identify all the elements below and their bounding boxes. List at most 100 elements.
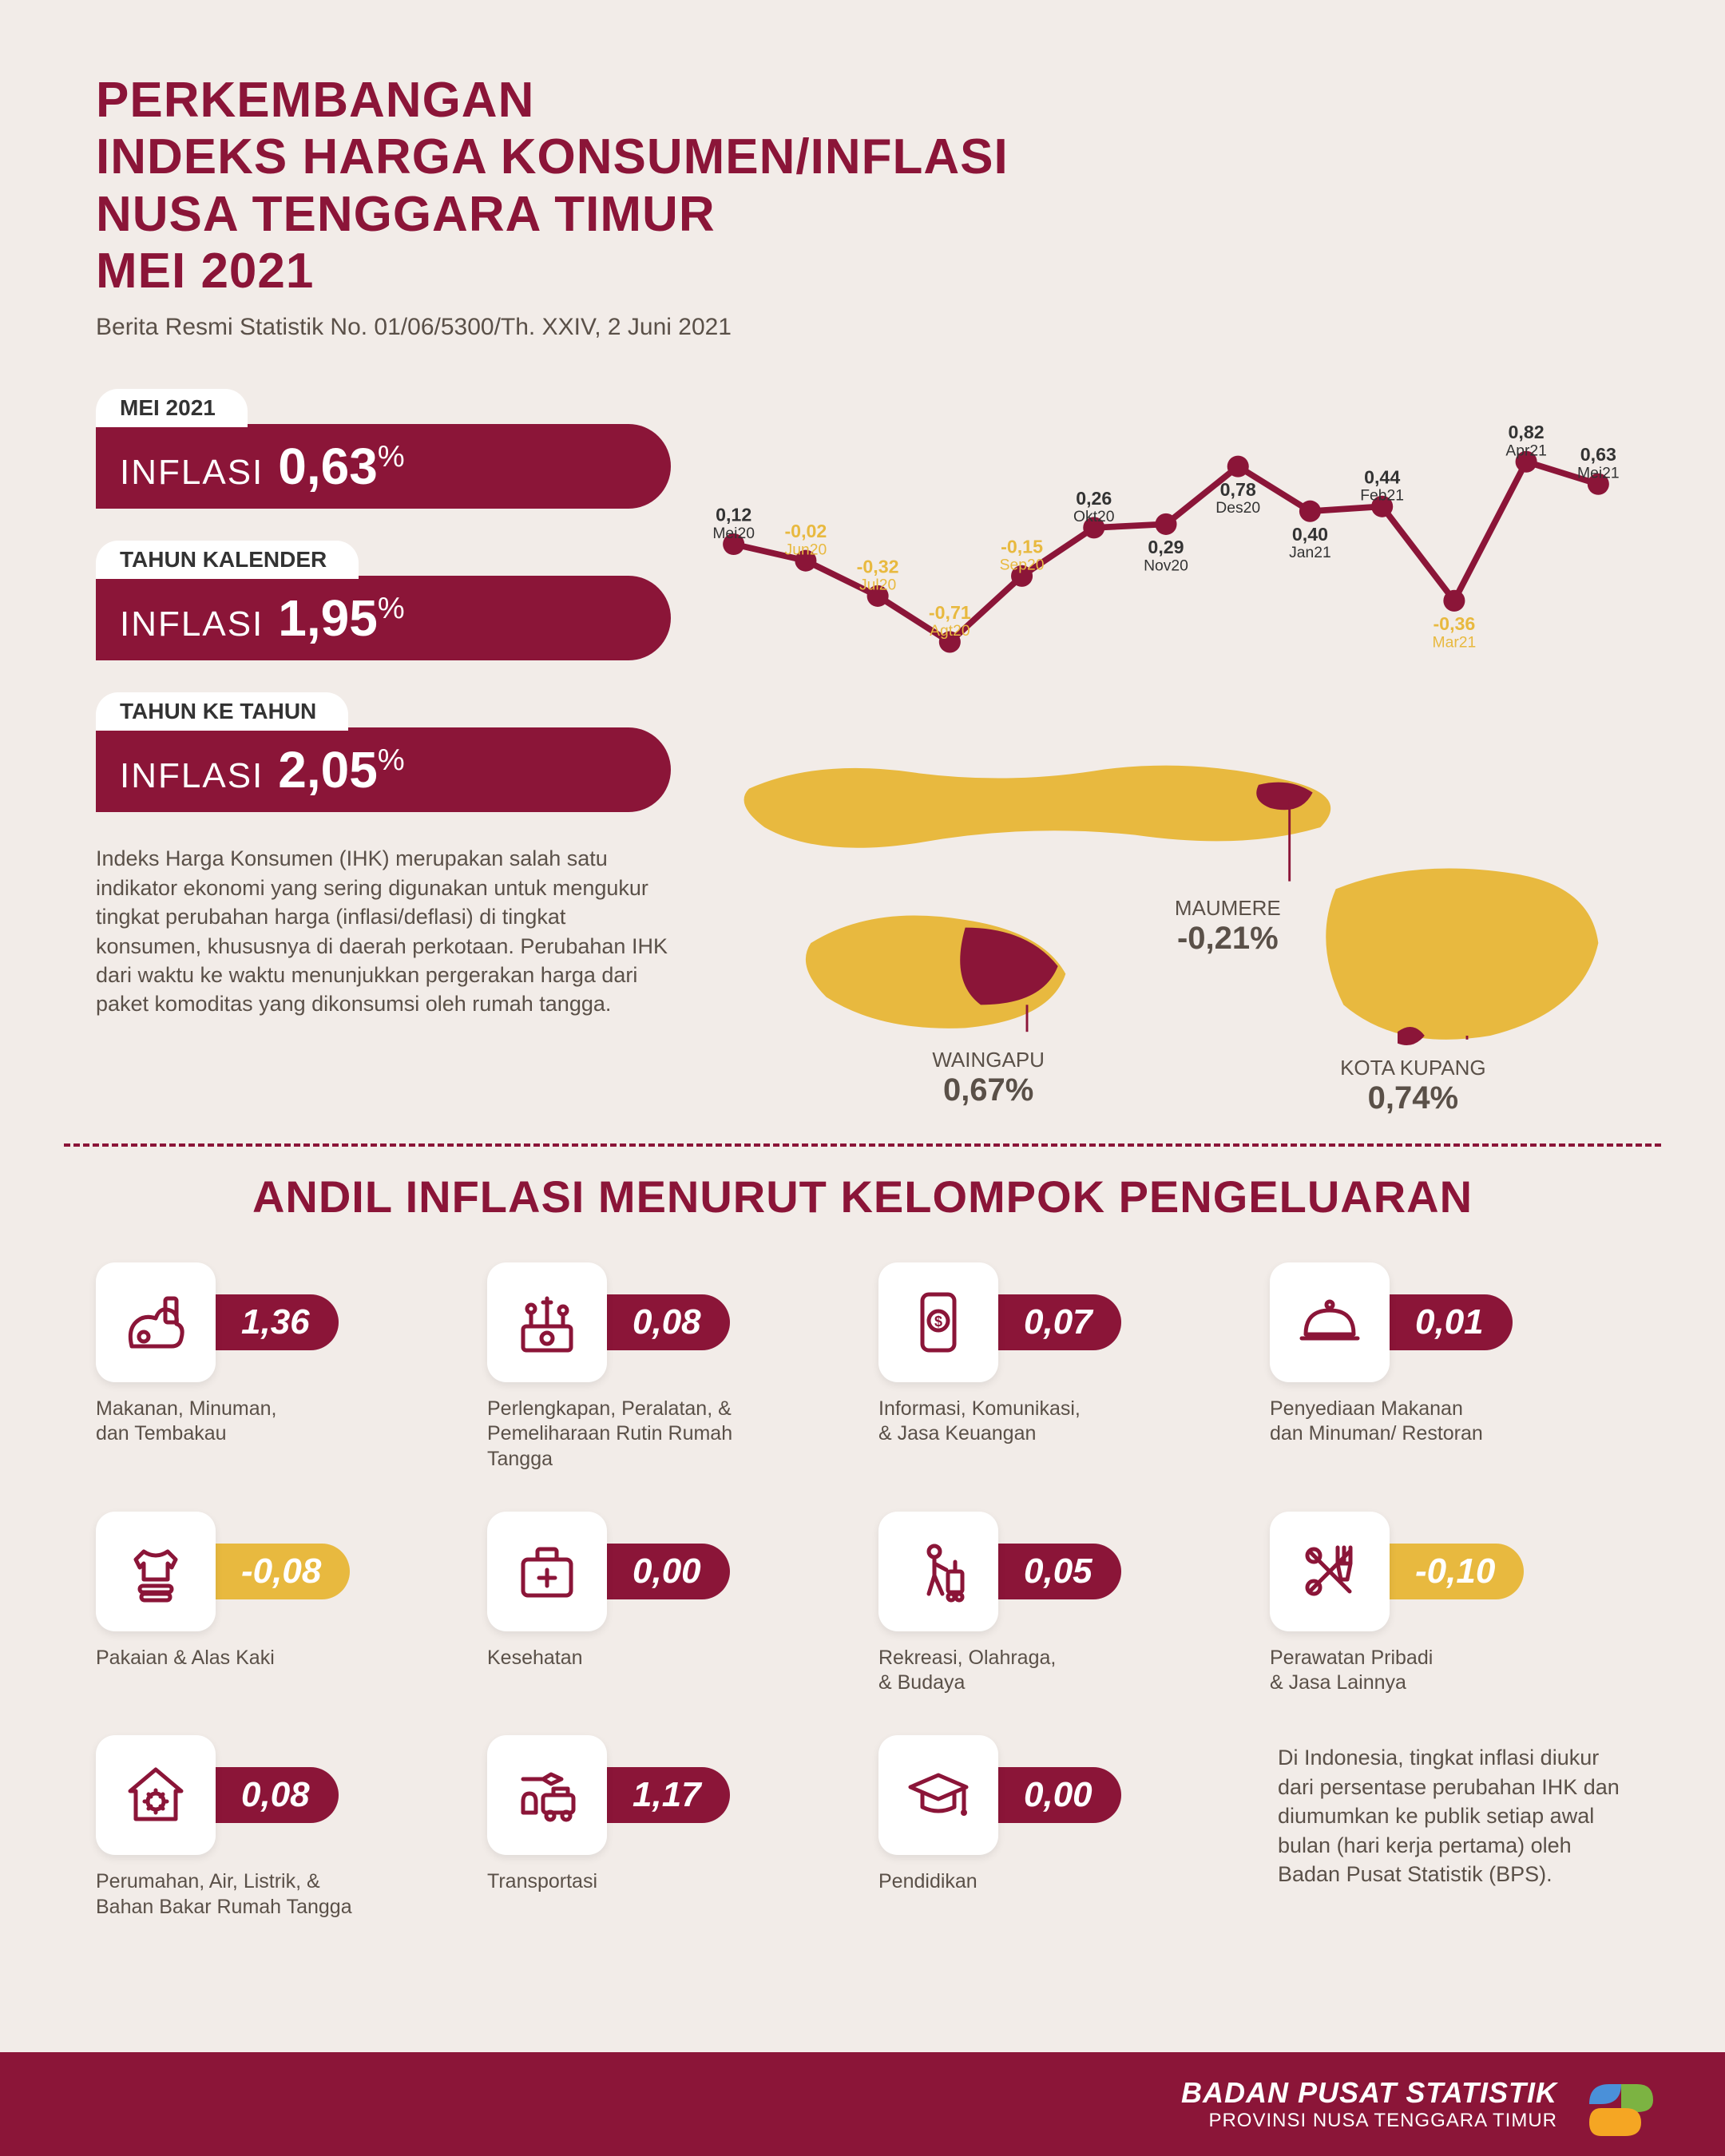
category-icon: [96, 1262, 216, 1382]
category-value-badge: -0,08: [206, 1544, 350, 1599]
title-line: NUSA TENGGARA TIMUR: [96, 187, 716, 242]
category-item: 1,17 Transportasi: [487, 1735, 847, 1920]
chart-value-label: 0,40: [1292, 524, 1328, 545]
title-line: INDEKS HARGA KONSUMEN/INFLASI: [96, 129, 1009, 184]
category-value-badge: 0,05: [989, 1544, 1121, 1599]
stat-word: INFLASI: [120, 453, 264, 493]
category-item: 0,00 Pendidikan: [878, 1735, 1238, 1920]
stat-pill: TAHUN KALENDER INFLASI 1,95%: [96, 541, 671, 660]
category-top: -0,10: [1270, 1512, 1629, 1631]
category-item: 0,00 Kesehatan: [487, 1512, 847, 1696]
category-item: -0,08 Pakaian & Alas Kaki: [96, 1512, 455, 1696]
category-icon: [487, 1262, 607, 1382]
section-title: ANDIL INFLASI MENURUT KELOMPOK PENGELUAR…: [0, 1171, 1725, 1223]
footer-bar: BADAN PUSAT STATISTIK PROVINSI NUSA TENG…: [0, 2052, 1725, 2156]
category-value-badge: 0,01: [1380, 1294, 1513, 1350]
chart-value-label: -0,02: [784, 521, 827, 541]
category-item: 0,01 Penyediaan Makanandan Minuman/ Rest…: [1270, 1262, 1629, 1472]
city-name: MAUMERE: [1175, 896, 1281, 921]
category-label: Perumahan, Air, Listrik, &Bahan Bakar Ru…: [96, 1869, 367, 1920]
category-value-badge: 0,00: [597, 1544, 730, 1599]
stats-column: MEI 2021 INFLASI 0,63% TAHUN KALENDER IN…: [96, 389, 671, 1120]
footer-province: PROVINSI NUSA TENGGARA TIMUR: [1181, 2110, 1557, 2132]
category-value-badge: 1,36: [206, 1294, 339, 1350]
category-item: -0,10 Perawatan Pribadi& Jasa Lainnya: [1270, 1512, 1629, 1696]
stat-label: TAHUN KALENDER: [96, 541, 359, 579]
city-name: KOTA KUPANG: [1340, 1056, 1486, 1080]
category-top: 1,36: [96, 1262, 455, 1382]
chart-month-label: Mei21: [1577, 466, 1620, 482]
category-top: 0,08: [96, 1735, 455, 1855]
region-map: MAUMERE-0,21% WAINGAPU0,67% KOTA KUPANG0,7…: [703, 720, 1629, 1120]
chart-value-label: 0,78: [1220, 479, 1256, 500]
category-icon: [1270, 1512, 1390, 1631]
chart-month-label: Jun20: [785, 542, 827, 559]
chart-map-column: 0,12Mei20-0,02Jun20-0,32Jul20-0,71Agt20-…: [703, 389, 1629, 1120]
description-text: Indeks Harga Konsumen (IHK) merupakan sa…: [96, 844, 671, 1019]
category-icon: [96, 1512, 216, 1631]
category-item: 0,05 Rekreasi, Olahraga,& Budaya: [878, 1512, 1238, 1696]
chart-value-label: -0,36: [1433, 613, 1475, 634]
category-icon: [96, 1735, 216, 1855]
category-icon: [487, 1735, 607, 1855]
category-value-badge: 0,08: [597, 1294, 730, 1350]
category-top: $ 0,07: [878, 1262, 1238, 1382]
category-top: 0,00: [487, 1512, 847, 1631]
section-divider: [64, 1143, 1661, 1147]
category-top: 0,01: [1270, 1262, 1629, 1382]
stat-body: INFLASI 2,05%: [96, 727, 671, 812]
stat-word: INFLASI: [120, 604, 264, 644]
svg-text:$: $: [934, 1314, 942, 1330]
category-top: 1,17: [487, 1735, 847, 1855]
category-label: Makanan, Minuman,dan Tembakau: [96, 1397, 367, 1447]
page-subtitle: Berita Resmi Statistik No. 01/06/5300/Th…: [96, 314, 1629, 341]
category-label: Penyediaan Makanandan Minuman/ Restoran: [1270, 1397, 1541, 1447]
chart-month-label: Jan21: [1289, 545, 1331, 561]
chart-month-label: Mar21: [1432, 635, 1476, 652]
category-icon: [878, 1735, 998, 1855]
title-line: PERKEMBANGAN: [96, 73, 534, 128]
category-label: Pendidikan: [878, 1869, 1150, 1894]
chart-value-label: 0,63: [1580, 444, 1616, 465]
chart-value-label: -0,15: [1001, 537, 1043, 557]
top-section: MEI 2021 INFLASI 0,63% TAHUN KALENDER IN…: [0, 357, 1725, 1120]
category-label: Perawatan Pribadi& Jasa Lainnya: [1270, 1646, 1541, 1696]
stat-value: 2,05%: [278, 740, 404, 799]
city-value: 0,67%: [932, 1072, 1045, 1108]
category-icon: [1270, 1262, 1390, 1382]
city-name: WAINGAPU: [932, 1048, 1045, 1072]
chart-month-label: Jul20: [859, 577, 896, 594]
category-value-badge: 0,08: [206, 1767, 339, 1823]
stat-label: TAHUN KE TAHUN: [96, 692, 348, 731]
chart-month-label: Mei20: [712, 525, 755, 542]
category-value-badge: 0,07: [989, 1294, 1121, 1350]
map-city-label: KOTA KUPANG0,74%: [1340, 1056, 1486, 1116]
page-title: PERKEMBANGAN INDEKS HARGA KONSUMEN/INFLA…: [96, 72, 1629, 299]
chart-value-label: 0,26: [1076, 488, 1112, 509]
stat-body: INFLASI 1,95%: [96, 576, 671, 660]
category-item: 1,36 Makanan, Minuman,dan Tembakau: [96, 1262, 455, 1472]
category-top: 0,00: [878, 1735, 1238, 1855]
chart-value-label: 0,29: [1148, 537, 1184, 557]
chart-value-label: -0,71: [929, 602, 971, 623]
city-value: -0,21%: [1175, 921, 1281, 957]
chart-month-label: Apr21: [1505, 443, 1547, 460]
stat-value: 0,63%: [278, 437, 404, 496]
header: PERKEMBANGAN INDEKS HARGA KONSUMEN/INFLA…: [0, 0, 1725, 357]
bps-logo-icon: [1581, 2068, 1661, 2140]
category-top: 0,08: [487, 1262, 847, 1382]
chart-month-label: Sep20: [1000, 557, 1045, 574]
map-city-label: WAINGAPU0,67%: [932, 1048, 1045, 1108]
map-city-label: MAUMERE-0,21%: [1175, 896, 1281, 957]
category-grid: 1,36 Makanan, Minuman,dan Tembakau 0,08 …: [0, 1262, 1725, 1920]
chart-month-label: Okt20: [1073, 509, 1115, 525]
category-label: Rekreasi, Olahraga,& Budaya: [878, 1646, 1150, 1696]
category-label: Transportasi: [487, 1869, 759, 1894]
category-item: $ 0,07 Informasi, Komunikasi,& Jasa Keua…: [878, 1262, 1238, 1472]
category-top: -0,08: [96, 1512, 455, 1631]
category-value-badge: 0,00: [989, 1767, 1121, 1823]
infographic-page: PERKEMBANGAN INDEKS HARGA KONSUMEN/INFLA…: [0, 0, 1725, 2156]
chart-month-label: Nov20: [1144, 558, 1188, 575]
chart-value-label: 0,82: [1509, 422, 1545, 442]
chart-month-label: Agt20: [930, 623, 970, 640]
